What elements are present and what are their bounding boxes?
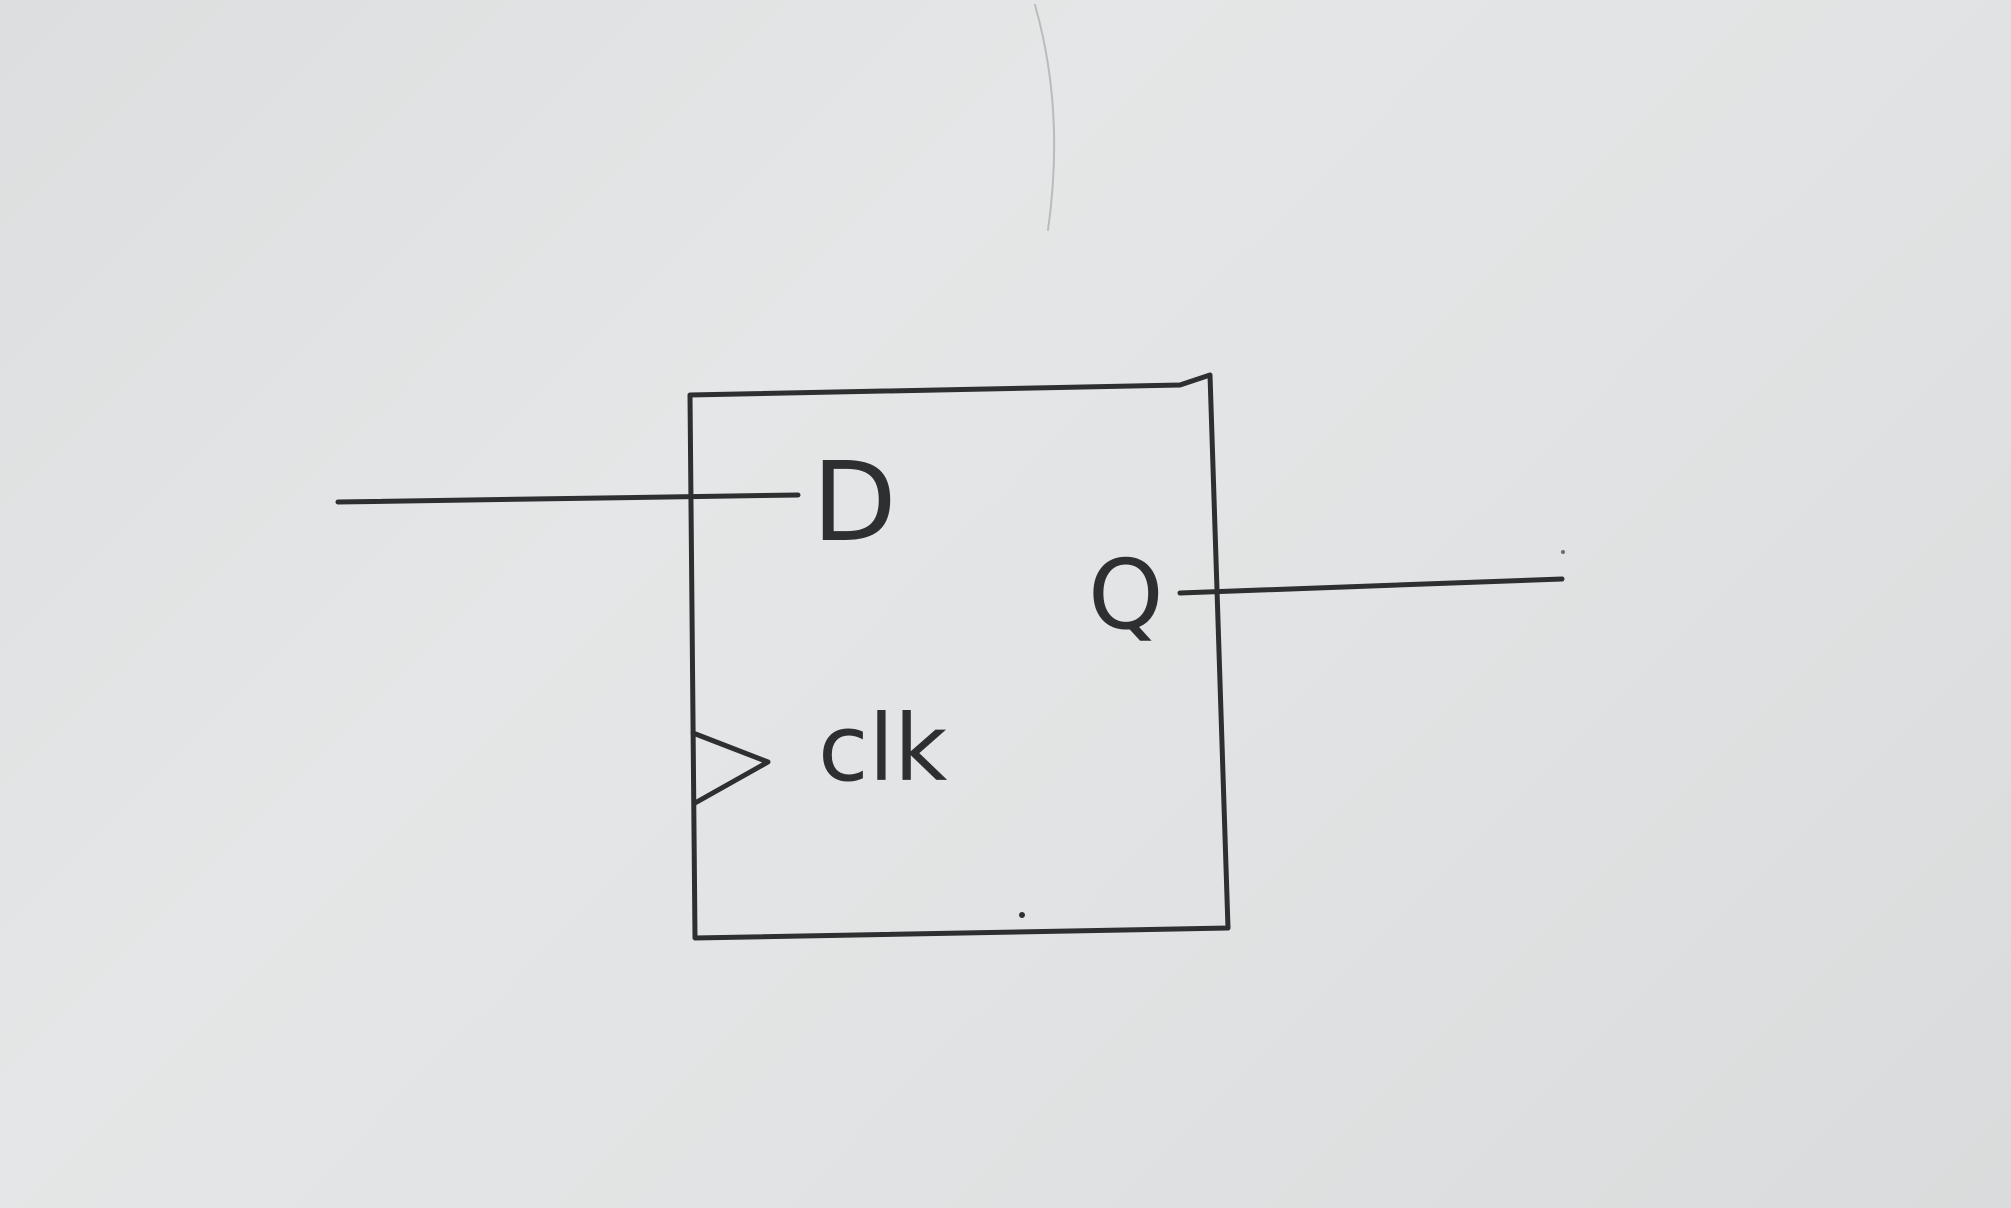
d-pin-label: D (812, 438, 897, 566)
flip-flop-box (687, 372, 1231, 941)
paper-crease (1034, 4, 1056, 231)
clk-pin-label: clk (818, 695, 948, 802)
ink-dot (1561, 550, 1565, 554)
d-input-wire (335, 492, 801, 505)
ink-dot (1019, 912, 1025, 918)
q-output-wire (1177, 576, 1565, 596)
q-pin-label: Q (1088, 539, 1164, 651)
clock-edge-triangle (690, 730, 771, 806)
